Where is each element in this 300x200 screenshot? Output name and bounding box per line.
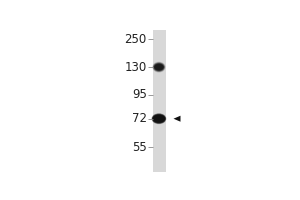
Ellipse shape [153, 115, 165, 122]
Text: 55: 55 [132, 141, 147, 154]
Ellipse shape [152, 113, 166, 124]
Ellipse shape [152, 114, 166, 124]
Ellipse shape [153, 115, 165, 122]
Text: 130: 130 [124, 61, 147, 74]
Ellipse shape [152, 114, 165, 123]
Ellipse shape [152, 113, 166, 124]
Polygon shape [173, 116, 181, 122]
Bar [153, 30, 166, 172]
Ellipse shape [152, 114, 166, 124]
Ellipse shape [153, 115, 165, 123]
Ellipse shape [152, 62, 165, 72]
Text: 250: 250 [124, 33, 147, 46]
Ellipse shape [154, 63, 164, 71]
Ellipse shape [153, 115, 165, 123]
Ellipse shape [152, 62, 166, 73]
Ellipse shape [152, 114, 166, 123]
Text: 95: 95 [132, 88, 147, 101]
Ellipse shape [153, 63, 165, 72]
Text: 72: 72 [132, 112, 147, 125]
Ellipse shape [154, 64, 164, 70]
Ellipse shape [154, 63, 164, 71]
Ellipse shape [154, 64, 164, 71]
Ellipse shape [153, 62, 165, 72]
